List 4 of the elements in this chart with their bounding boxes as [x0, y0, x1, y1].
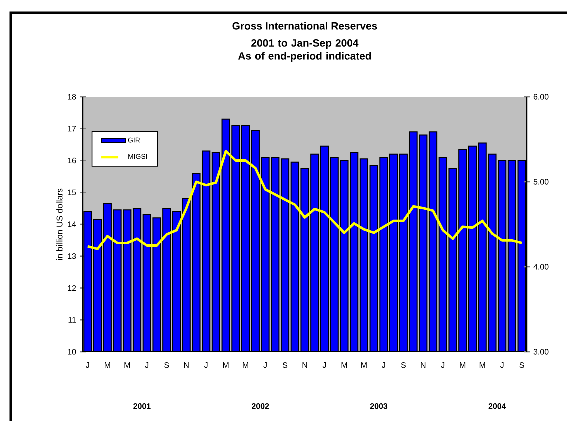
- y-axis-title: in billion US dollars: [56, 188, 63, 260]
- line-series: [86, 150, 524, 250]
- chart-title: Gross International Reserves: [232, 22, 378, 30]
- chart-subtitle: 2001 to Jan-Sep 2004 As of end-period indicated: [238, 40, 372, 62]
